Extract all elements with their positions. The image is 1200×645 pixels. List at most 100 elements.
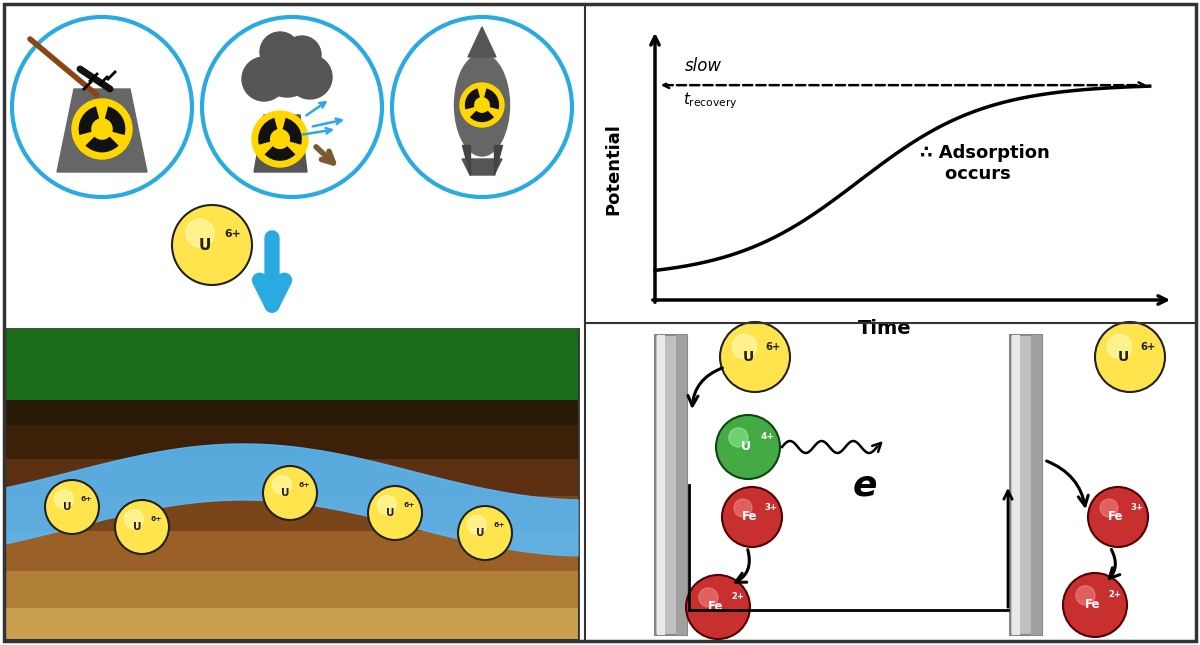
Text: 2+: 2+: [1109, 590, 1121, 599]
Text: 6+: 6+: [766, 342, 781, 352]
Circle shape: [263, 466, 317, 520]
Circle shape: [1076, 586, 1094, 605]
Circle shape: [275, 134, 286, 144]
Text: U: U: [386, 508, 395, 518]
FancyBboxPatch shape: [655, 335, 686, 635]
FancyBboxPatch shape: [6, 459, 578, 497]
Wedge shape: [283, 118, 302, 144]
Circle shape: [732, 334, 757, 359]
FancyBboxPatch shape: [6, 401, 578, 425]
Text: U: U: [476, 528, 485, 538]
Polygon shape: [6, 444, 578, 556]
Circle shape: [378, 495, 396, 514]
Text: 6+: 6+: [493, 522, 505, 528]
Text: Time: Time: [858, 319, 911, 337]
Circle shape: [716, 415, 780, 479]
Text: Fe: Fe: [1085, 599, 1100, 611]
Text: 4+: 4+: [761, 432, 775, 441]
Text: e: e: [853, 468, 877, 502]
Text: U: U: [281, 488, 289, 498]
Circle shape: [468, 515, 486, 534]
Circle shape: [698, 588, 718, 607]
Text: 6+: 6+: [299, 482, 310, 488]
Text: slow: slow: [685, 57, 722, 75]
Text: 6+: 6+: [150, 517, 162, 522]
Polygon shape: [468, 27, 496, 57]
Polygon shape: [462, 145, 470, 175]
Circle shape: [272, 475, 292, 494]
Circle shape: [288, 55, 332, 99]
Circle shape: [54, 490, 73, 508]
Wedge shape: [470, 110, 494, 122]
Circle shape: [72, 99, 132, 159]
Text: U: U: [1118, 350, 1129, 364]
Text: Fe: Fe: [1108, 510, 1123, 524]
Circle shape: [283, 36, 322, 74]
Text: U: U: [199, 237, 211, 252]
Circle shape: [186, 219, 214, 247]
Circle shape: [720, 322, 790, 392]
Circle shape: [722, 487, 782, 547]
FancyBboxPatch shape: [6, 571, 578, 608]
FancyBboxPatch shape: [676, 335, 686, 635]
FancyBboxPatch shape: [6, 425, 578, 459]
Wedge shape: [464, 88, 480, 110]
Polygon shape: [58, 89, 148, 172]
Circle shape: [734, 499, 752, 517]
Ellipse shape: [455, 54, 510, 156]
Polygon shape: [462, 159, 502, 175]
Circle shape: [728, 428, 748, 447]
Circle shape: [115, 500, 169, 554]
Text: 3+: 3+: [1130, 503, 1144, 512]
FancyBboxPatch shape: [6, 329, 578, 401]
Text: U: U: [743, 350, 755, 364]
Circle shape: [172, 205, 252, 285]
Text: Potential: Potential: [604, 123, 622, 215]
Text: U: U: [740, 441, 750, 453]
Text: 2+: 2+: [731, 592, 744, 601]
Polygon shape: [494, 145, 502, 175]
Text: Fe: Fe: [742, 510, 757, 524]
Text: U: U: [133, 522, 142, 532]
Wedge shape: [484, 88, 499, 110]
FancyBboxPatch shape: [6, 329, 578, 639]
Polygon shape: [254, 115, 307, 172]
Text: 6+: 6+: [80, 497, 92, 502]
Circle shape: [458, 506, 512, 560]
Circle shape: [1096, 322, 1165, 392]
Text: 3+: 3+: [764, 503, 778, 512]
Circle shape: [242, 57, 286, 101]
Circle shape: [1108, 334, 1132, 359]
Circle shape: [686, 575, 750, 639]
Circle shape: [1100, 499, 1118, 517]
Text: Fe: Fe: [708, 600, 724, 613]
FancyBboxPatch shape: [1031, 335, 1042, 635]
FancyBboxPatch shape: [656, 335, 665, 635]
Circle shape: [252, 111, 308, 167]
Circle shape: [96, 123, 108, 135]
Circle shape: [1088, 487, 1148, 547]
Text: 6+: 6+: [224, 229, 241, 239]
Wedge shape: [85, 137, 119, 152]
Text: 6+: 6+: [1140, 342, 1156, 352]
Wedge shape: [258, 118, 277, 144]
Circle shape: [368, 486, 422, 540]
FancyBboxPatch shape: [1010, 335, 1042, 635]
Wedge shape: [104, 106, 125, 135]
FancyBboxPatch shape: [6, 530, 578, 571]
Circle shape: [460, 83, 504, 127]
Circle shape: [260, 32, 300, 72]
Circle shape: [46, 480, 98, 534]
Circle shape: [125, 510, 143, 528]
Text: 6+: 6+: [403, 502, 415, 508]
Wedge shape: [79, 106, 100, 135]
FancyBboxPatch shape: [1012, 335, 1020, 635]
FancyBboxPatch shape: [6, 608, 578, 639]
Circle shape: [1063, 573, 1127, 637]
FancyBboxPatch shape: [6, 497, 578, 530]
Text: U: U: [62, 502, 71, 512]
Text: $t_{\rm recovery}$: $t_{\rm recovery}$: [683, 90, 738, 111]
Circle shape: [259, 41, 314, 97]
Circle shape: [478, 101, 486, 110]
Wedge shape: [264, 146, 295, 161]
